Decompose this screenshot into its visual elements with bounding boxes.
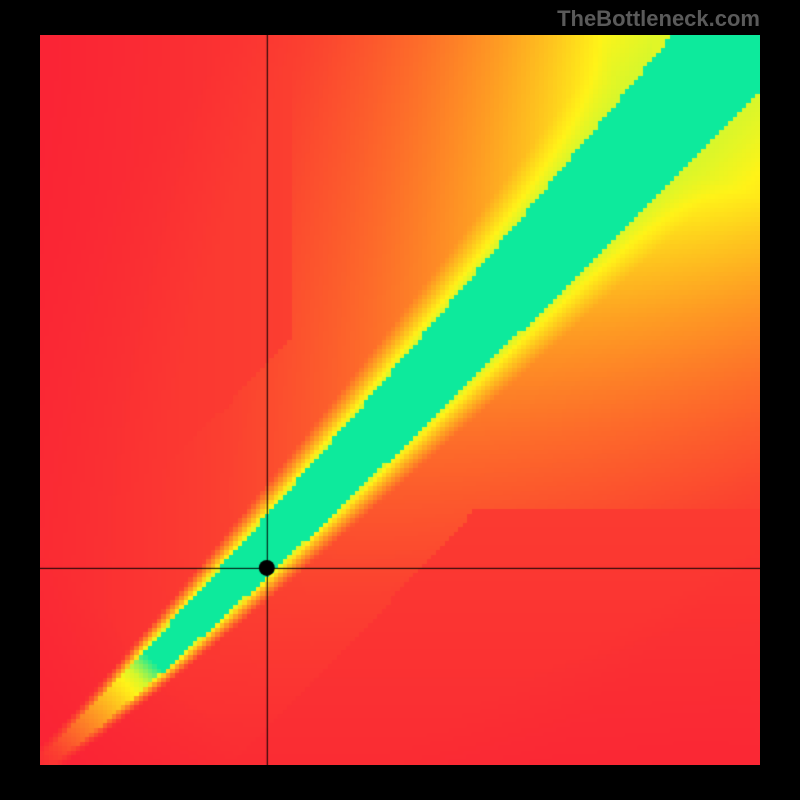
chart-container: [40, 35, 760, 765]
heatmap-canvas: [40, 35, 760, 765]
watermark-text: TheBottleneck.com: [557, 6, 760, 32]
